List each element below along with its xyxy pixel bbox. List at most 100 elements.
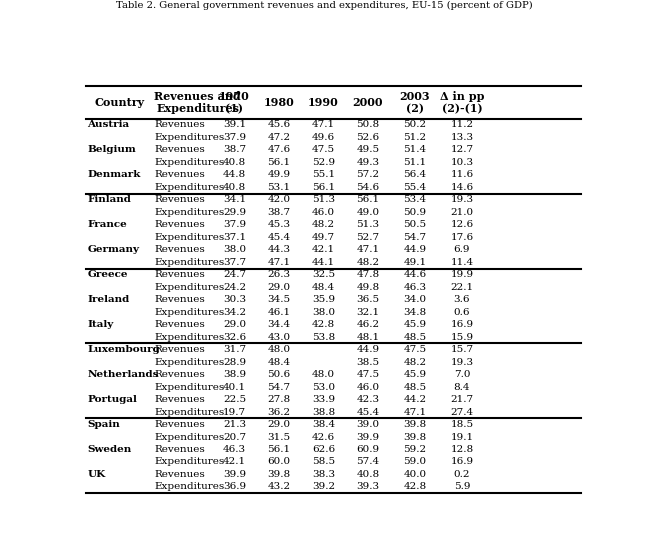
Text: UK: UK bbox=[87, 470, 106, 479]
Text: 42.3: 42.3 bbox=[356, 395, 380, 404]
Text: Expenditures: Expenditures bbox=[154, 433, 225, 442]
Text: 38.3: 38.3 bbox=[312, 470, 335, 479]
Text: 40.8: 40.8 bbox=[356, 470, 380, 479]
Text: Table 2. General government revenues and expenditures, EU-15 (percent of GDP): Table 2. General government revenues and… bbox=[115, 1, 533, 10]
Text: 1970
(1): 1970 (1) bbox=[219, 91, 249, 115]
Text: 48.4: 48.4 bbox=[268, 358, 290, 367]
Text: 29.0: 29.0 bbox=[268, 283, 290, 292]
Text: 46.0: 46.0 bbox=[356, 382, 380, 392]
Text: Portugal: Portugal bbox=[87, 395, 137, 404]
Text: Finland: Finland bbox=[87, 195, 132, 205]
Text: 30.3: 30.3 bbox=[223, 295, 246, 304]
Text: 47.8: 47.8 bbox=[356, 270, 380, 280]
Text: 43.2: 43.2 bbox=[268, 482, 290, 491]
Text: 5.9: 5.9 bbox=[454, 482, 470, 491]
Text: Spain: Spain bbox=[87, 420, 121, 429]
Text: 56.1: 56.1 bbox=[268, 445, 290, 454]
Text: 54.7: 54.7 bbox=[404, 233, 426, 242]
Text: 3.6: 3.6 bbox=[454, 295, 470, 304]
Text: 10.3: 10.3 bbox=[450, 158, 474, 167]
Text: 12.6: 12.6 bbox=[450, 220, 474, 229]
Text: 51.3: 51.3 bbox=[356, 220, 380, 229]
Text: 60.0: 60.0 bbox=[268, 457, 290, 467]
Text: 19.3: 19.3 bbox=[450, 358, 474, 367]
Text: 52.7: 52.7 bbox=[356, 233, 380, 242]
Text: 48.5: 48.5 bbox=[404, 382, 426, 392]
Text: 34.1: 34.1 bbox=[223, 195, 246, 205]
Text: 56.1: 56.1 bbox=[312, 183, 335, 192]
Text: 33.9: 33.9 bbox=[312, 395, 335, 404]
Text: 27.4: 27.4 bbox=[450, 408, 474, 416]
Text: 11.6: 11.6 bbox=[450, 170, 474, 179]
Text: 47.1: 47.1 bbox=[312, 121, 335, 130]
Text: Expenditures: Expenditures bbox=[154, 258, 225, 267]
Text: 40.1: 40.1 bbox=[223, 382, 246, 392]
Text: Δ in pp
(2)-(1): Δ in pp (2)-(1) bbox=[440, 91, 484, 115]
Text: 0.2: 0.2 bbox=[454, 470, 470, 479]
Text: 29.0: 29.0 bbox=[223, 320, 246, 329]
Text: 42.0: 42.0 bbox=[268, 195, 290, 205]
Text: 37.9: 37.9 bbox=[223, 220, 246, 229]
Text: 32.6: 32.6 bbox=[223, 333, 246, 342]
Text: 49.9: 49.9 bbox=[268, 170, 290, 179]
Text: 32.5: 32.5 bbox=[312, 270, 335, 280]
Text: 47.1: 47.1 bbox=[268, 258, 290, 267]
Text: 16.9: 16.9 bbox=[450, 457, 474, 467]
Text: Sweden: Sweden bbox=[87, 445, 132, 454]
Text: 34.5: 34.5 bbox=[268, 295, 290, 304]
Text: 57.2: 57.2 bbox=[356, 170, 380, 179]
Text: Expenditures: Expenditures bbox=[154, 382, 225, 392]
Text: 56.1: 56.1 bbox=[356, 195, 380, 205]
Text: Expenditures: Expenditures bbox=[154, 283, 225, 292]
Text: Revenues: Revenues bbox=[154, 470, 205, 479]
Text: 44.1: 44.1 bbox=[312, 258, 335, 267]
Text: Expenditures: Expenditures bbox=[154, 358, 225, 367]
Text: 50.6: 50.6 bbox=[268, 370, 290, 379]
Text: 55.4: 55.4 bbox=[404, 183, 426, 192]
Text: 53.1: 53.1 bbox=[268, 183, 290, 192]
Text: 54.7: 54.7 bbox=[268, 382, 290, 392]
Text: 26.3: 26.3 bbox=[268, 270, 290, 280]
Text: 34.4: 34.4 bbox=[268, 320, 290, 329]
Text: 49.3: 49.3 bbox=[356, 158, 380, 167]
Text: Expenditures: Expenditures bbox=[154, 307, 225, 317]
Text: 45.9: 45.9 bbox=[404, 320, 426, 329]
Text: 38.9: 38.9 bbox=[223, 370, 246, 379]
Text: 8.4: 8.4 bbox=[454, 382, 470, 392]
Text: 35.9: 35.9 bbox=[312, 295, 335, 304]
Text: 15.9: 15.9 bbox=[450, 333, 474, 342]
Text: 40.8: 40.8 bbox=[223, 183, 246, 192]
Text: Revenues and
Expenditures: Revenues and Expenditures bbox=[154, 91, 241, 115]
Text: 54.6: 54.6 bbox=[356, 183, 380, 192]
Text: 51.2: 51.2 bbox=[404, 133, 426, 142]
Text: 38.4: 38.4 bbox=[312, 420, 335, 429]
Text: Revenues: Revenues bbox=[154, 245, 205, 254]
Text: 49.0: 49.0 bbox=[356, 208, 380, 217]
Text: 38.7: 38.7 bbox=[223, 145, 246, 154]
Text: 14.6: 14.6 bbox=[450, 183, 474, 192]
Text: 38.0: 38.0 bbox=[312, 307, 335, 317]
Text: 45.4: 45.4 bbox=[268, 233, 290, 242]
Text: 39.8: 39.8 bbox=[404, 433, 426, 442]
Text: 49.7: 49.7 bbox=[312, 233, 335, 242]
Text: 16.9: 16.9 bbox=[450, 320, 474, 329]
Text: 19.9: 19.9 bbox=[450, 270, 474, 280]
Text: 50.8: 50.8 bbox=[356, 121, 380, 130]
Text: 29.0: 29.0 bbox=[268, 420, 290, 429]
Text: Expenditures: Expenditures bbox=[154, 158, 225, 167]
Text: 48.0: 48.0 bbox=[312, 370, 335, 379]
Text: 24.2: 24.2 bbox=[223, 283, 246, 292]
Text: 12.7: 12.7 bbox=[450, 145, 474, 154]
Text: Revenues: Revenues bbox=[154, 445, 205, 454]
Text: 49.5: 49.5 bbox=[356, 145, 380, 154]
Text: Italy: Italy bbox=[87, 320, 114, 329]
Text: 31.7: 31.7 bbox=[223, 345, 246, 354]
Text: 18.5: 18.5 bbox=[450, 420, 474, 429]
Text: 38.7: 38.7 bbox=[268, 208, 290, 217]
Text: 46.2: 46.2 bbox=[356, 320, 380, 329]
Text: 48.2: 48.2 bbox=[356, 258, 380, 267]
Text: 37.7: 37.7 bbox=[223, 258, 246, 267]
Text: Expenditures: Expenditures bbox=[154, 183, 225, 192]
Text: 44.9: 44.9 bbox=[404, 245, 426, 254]
Text: 48.1: 48.1 bbox=[356, 333, 380, 342]
